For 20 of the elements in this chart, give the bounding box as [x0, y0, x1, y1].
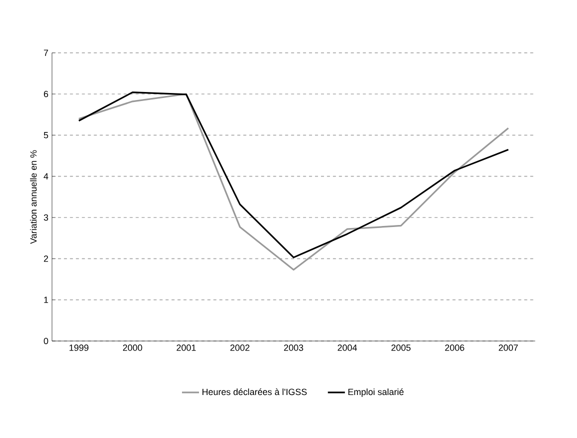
legend-label: Emploi salarié — [348, 388, 404, 397]
y-tick-label: 3 — [44, 214, 48, 221]
x-tick-label: 2000 — [123, 344, 142, 351]
x-tick-label: 2001 — [176, 344, 196, 351]
x-tick-label: 2002 — [230, 344, 250, 351]
x-tick-label: 1999 — [70, 344, 88, 351]
x-tick-label: 2003 — [284, 344, 304, 351]
x-tick-label: 2004 — [338, 344, 357, 351]
y-tick-label: 6 — [44, 90, 48, 98]
y-tick-label: 4 — [44, 173, 48, 180]
y-axis-title: Variation annuelle en % — [30, 150, 37, 244]
x-tick-label: 2007 — [498, 344, 518, 351]
x-tick-label: 2006 — [445, 344, 464, 351]
y-tick-label: 0 — [44, 338, 48, 344]
x-tick-label: 2005 — [391, 344, 411, 351]
y-tick-label: 5 — [44, 132, 48, 138]
legend-label: Heures déclarées à l'IGSS — [202, 388, 307, 396]
y-tick-label: 2 — [44, 256, 48, 262]
y-tick-label: 7 — [44, 50, 48, 56]
y-tick-label: 1 — [44, 296, 48, 303]
